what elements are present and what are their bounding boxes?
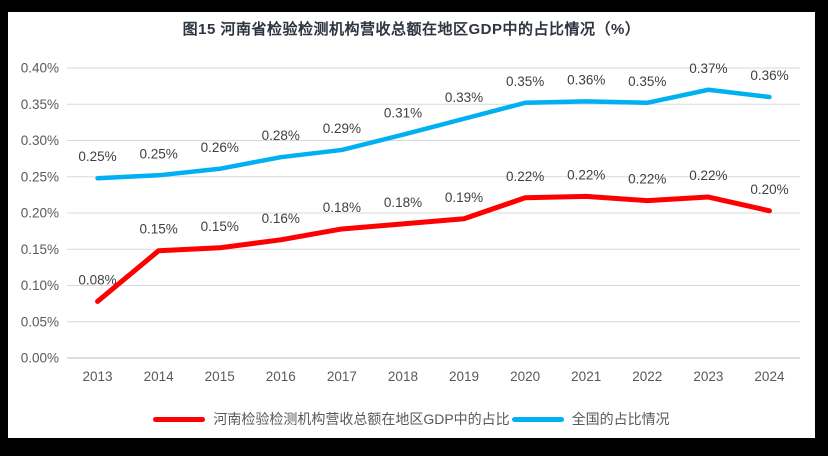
legend-label-national: 全国的占比情况 bbox=[571, 411, 670, 427]
x-tick-label: 2018 bbox=[388, 369, 418, 384]
chart-area: 图15 河南省检验检测机构营收总额在地区GDP中的占比情况（%） 0.00% 0.… bbox=[8, 12, 815, 438]
data-label: 0.08% bbox=[78, 272, 116, 287]
y-tick-label: 0.30% bbox=[21, 133, 59, 148]
data-label: 0.26% bbox=[201, 140, 239, 155]
henan-series-swatch-icon bbox=[153, 416, 206, 422]
data-label: 0.36% bbox=[567, 72, 605, 87]
y-tick-label: 0.00% bbox=[21, 351, 59, 366]
x-tick-label: 2019 bbox=[449, 369, 479, 384]
data-label: 0.22% bbox=[506, 169, 544, 184]
data-label: 0.29% bbox=[323, 121, 361, 136]
data-label: 0.25% bbox=[139, 146, 177, 161]
data-label: 0.16% bbox=[262, 211, 300, 226]
data-label: 0.15% bbox=[201, 219, 239, 234]
legend-item-henan[interactable]: 河南检验检测机构营收总额在地区GDP中的占比 bbox=[153, 409, 510, 429]
y-tick-label: 0.25% bbox=[21, 169, 59, 184]
y-tick-label: 0.15% bbox=[21, 242, 59, 257]
series-line-henan bbox=[95, 193, 772, 304]
y-tick-label: 0.40% bbox=[21, 61, 59, 76]
legend-label-henan: 河南检验检测机构营收总额在地区GDP中的占比 bbox=[213, 411, 510, 427]
data-label: 0.22% bbox=[689, 168, 727, 183]
x-tick-label: 2020 bbox=[510, 369, 540, 384]
data-label: 0.31% bbox=[384, 106, 422, 121]
y-tick-label: 0.10% bbox=[21, 278, 59, 293]
data-label: 0.35% bbox=[628, 74, 666, 89]
data-label: 0.15% bbox=[139, 222, 177, 237]
y-tick-label: 0.35% bbox=[21, 97, 59, 112]
legend-item-national[interactable]: 全国的占比情况 bbox=[511, 409, 670, 429]
legend: 河南检验检测机构营收总额在地区GDP中的占比 全国的占比情况 bbox=[8, 408, 815, 430]
x-tick-label: 2014 bbox=[144, 369, 175, 384]
x-tick-label: 2015 bbox=[205, 369, 235, 384]
chart-svg: 0.00% 0.05% 0.10% 0.15% 0.20% 0.25% 0.30% 0.35%… bbox=[21, 61, 800, 384]
y-tick-label: 0.05% bbox=[21, 314, 59, 329]
x-tick-label: 2021 bbox=[571, 369, 601, 384]
x-tick-label: 2016 bbox=[266, 369, 296, 384]
chart-title: 图15 河南省检验检测机构营收总额在地区GDP中的占比情况（%） bbox=[182, 21, 641, 38]
data-label: 0.22% bbox=[628, 172, 666, 187]
data-label: 0.18% bbox=[384, 195, 422, 210]
data-label: 0.20% bbox=[750, 182, 788, 197]
data-label: 0.19% bbox=[445, 190, 483, 205]
y-tick-label: 0.20% bbox=[21, 206, 59, 221]
national-series-swatch-icon bbox=[511, 416, 564, 422]
data-label: 0.25% bbox=[78, 149, 116, 164]
data-label: 0.28% bbox=[262, 128, 300, 143]
data-label: 0.22% bbox=[567, 167, 605, 182]
x-tick-label: 2022 bbox=[632, 369, 662, 384]
data-label: 0.36% bbox=[750, 68, 788, 83]
x-tick-label: 2024 bbox=[754, 369, 785, 384]
data-label: 0.37% bbox=[689, 61, 727, 76]
x-tick-label: 2013 bbox=[83, 369, 113, 384]
x-tick-label: 2017 bbox=[327, 369, 357, 384]
series-line-national bbox=[95, 87, 772, 181]
data-label: 0.35% bbox=[506, 74, 544, 89]
data-label: 0.33% bbox=[445, 90, 483, 105]
data-label: 0.18% bbox=[323, 200, 361, 215]
x-tick-label: 2023 bbox=[693, 369, 723, 384]
